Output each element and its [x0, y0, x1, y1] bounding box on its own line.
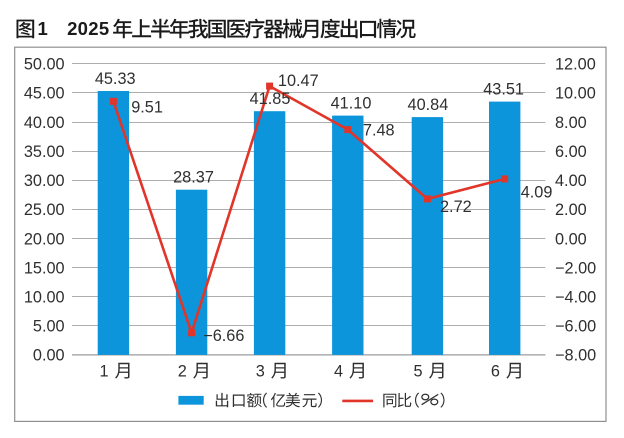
svg-text:2: 2 [178, 363, 187, 381]
svg-text:−6.00: −6.00 [555, 318, 596, 336]
svg-text:12.00: 12.00 [555, 56, 596, 74]
svg-text:45.00: 45.00 [24, 85, 65, 103]
svg-text:−6.66: −6.66 [203, 327, 244, 345]
svg-text:2025: 2025 [67, 18, 109, 39]
svg-text:4.09: 4.09 [521, 183, 553, 201]
svg-text:4.00: 4.00 [555, 172, 587, 190]
svg-text:10.00: 10.00 [24, 289, 65, 307]
svg-text:8.00: 8.00 [555, 114, 587, 132]
svg-text:6.00: 6.00 [555, 143, 587, 161]
svg-text:−4.00: −4.00 [555, 289, 596, 307]
svg-text:50.00: 50.00 [24, 56, 65, 74]
svg-text:9.51: 9.51 [131, 99, 163, 117]
svg-text:−2.00: −2.00 [555, 259, 596, 277]
svg-text:30.00: 30.00 [24, 172, 65, 190]
svg-text:10.00: 10.00 [555, 85, 596, 103]
svg-text:−8.00: −8.00 [555, 347, 596, 365]
svg-text:40.00: 40.00 [24, 114, 65, 132]
svg-text:41.10: 41.10 [331, 94, 372, 112]
svg-text:7.48: 7.48 [363, 121, 395, 139]
svg-text:28.37: 28.37 [173, 169, 214, 187]
svg-text:43.51: 43.51 [483, 80, 524, 98]
svg-text:5.00: 5.00 [33, 318, 65, 336]
svg-text:3: 3 [256, 363, 265, 381]
svg-text:1: 1 [100, 363, 109, 381]
svg-text:35.00: 35.00 [24, 143, 65, 161]
svg-text:10.47: 10.47 [278, 72, 319, 90]
svg-text:5: 5 [414, 363, 423, 381]
svg-text:20.00: 20.00 [24, 230, 65, 248]
svg-text:2.72: 2.72 [440, 198, 472, 216]
svg-text:4: 4 [334, 363, 343, 381]
svg-text:41.85: 41.85 [250, 90, 291, 108]
svg-text:45.33: 45.33 [95, 70, 136, 88]
svg-text:0.00: 0.00 [33, 347, 65, 365]
svg-text:2.00: 2.00 [555, 201, 587, 219]
svg-text:6: 6 [491, 363, 500, 381]
svg-text:25.00: 25.00 [24, 201, 65, 219]
svg-text:15.00: 15.00 [24, 259, 65, 277]
svg-text:1: 1 [38, 18, 48, 39]
svg-text:0.00: 0.00 [555, 230, 587, 248]
svg-text:40.84: 40.84 [408, 96, 449, 114]
